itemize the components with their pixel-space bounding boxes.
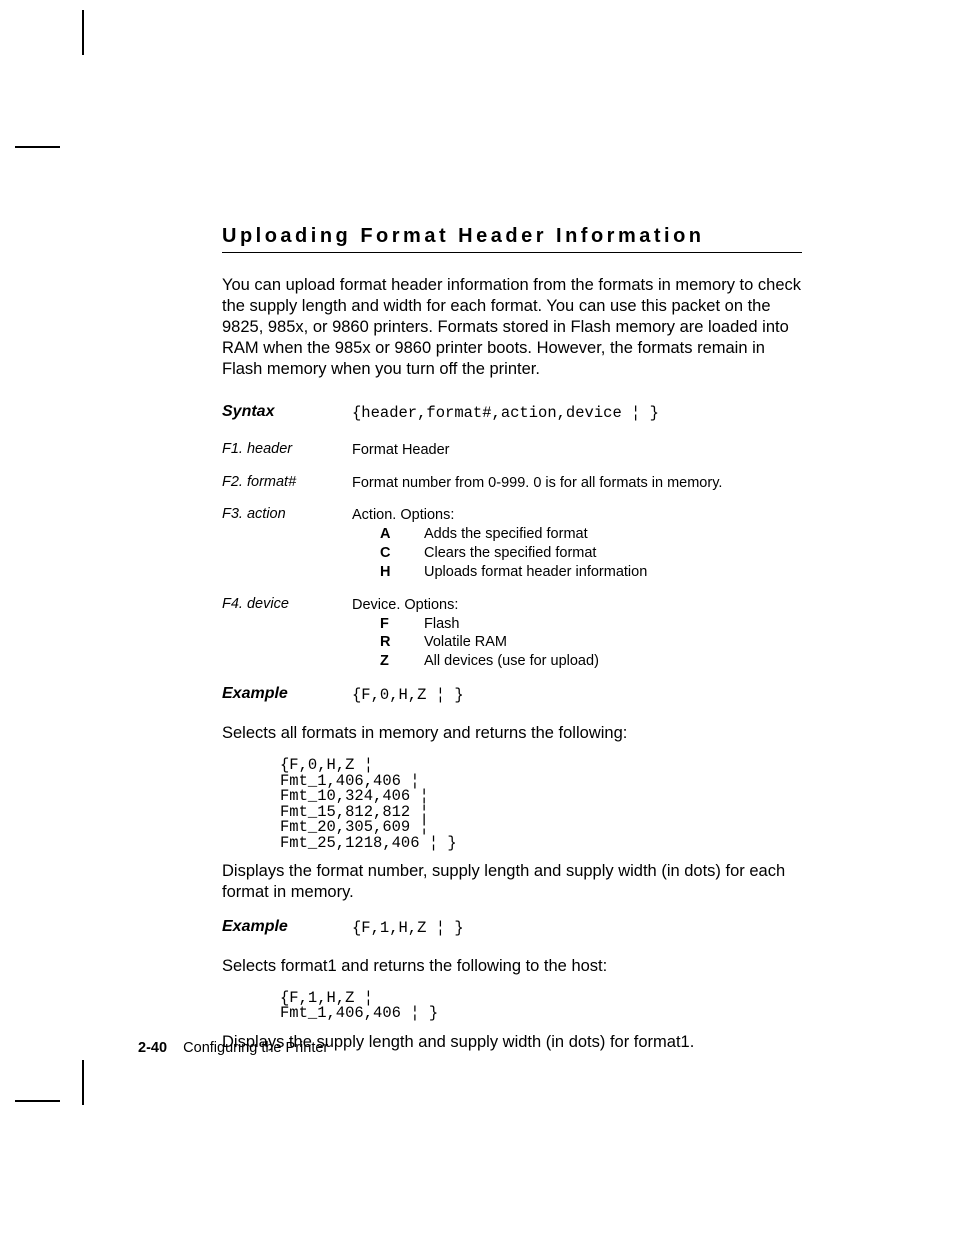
param-f2: F2. format# Format number from 0-999. 0 … — [222, 474, 802, 493]
example1-value: {F,0,H,Z ¦ } — [352, 685, 802, 705]
param-f3-value: Action. Options: A Adds the specified fo… — [352, 506, 802, 581]
example1-row: Example {F,0,H,Z ¦ } — [222, 685, 802, 705]
syntax-label: Syntax — [222, 403, 352, 423]
example2-value: {F,1,H,Z ¦ } — [352, 918, 802, 938]
option-val: Flash — [424, 615, 459, 634]
option-line: R Volatile RAM — [380, 633, 802, 652]
option-val: Uploads format header information — [424, 563, 647, 582]
option-key: H — [380, 563, 424, 582]
example2-row: Example {F,1,H,Z ¦ } — [222, 918, 802, 938]
param-f1-label: F1. header — [222, 441, 352, 460]
option-key: C — [380, 544, 424, 563]
option-key: F — [380, 615, 424, 634]
option-key: Z — [380, 652, 424, 671]
crop-mark — [15, 1100, 60, 1102]
crop-mark — [82, 10, 84, 55]
option-line: F Flash — [380, 615, 802, 634]
para3: Selects format1 and returns the followin… — [222, 956, 802, 977]
page-number: 2-40 — [138, 1040, 167, 1056]
param-f2-label: F2. format# — [222, 474, 352, 493]
example2-label: Example — [222, 918, 352, 938]
footer-section: Configuring the Printer — [183, 1040, 328, 1056]
page-content: Uploading Format Header Information You … — [222, 225, 802, 1067]
crop-mark — [15, 146, 60, 148]
para1: Selects all formats in memory and return… — [222, 723, 802, 744]
option-line: A Adds the specified format — [380, 525, 802, 544]
option-key: R — [380, 633, 424, 652]
section-title: Uploading Format Header Information — [222, 225, 802, 253]
param-f3-label: F3. action — [222, 506, 352, 581]
param-f1: F1. header Format Header — [222, 441, 802, 460]
param-f4: F4. device Device. Options: F Flash R Vo… — [222, 596, 802, 671]
param-f2-desc: Format number from 0-999. 0 is for all f… — [352, 474, 802, 493]
syntax-row: Syntax {header,format#,action,device ¦ } — [222, 403, 802, 423]
code-block-2: {F,1,H,Z ¦ Fmt_1,406,406 ¦ } — [280, 991, 802, 1022]
param-f4-options-label: Device. Options: — [352, 596, 802, 615]
page-footer: 2-40 Configuring the Printer — [138, 1040, 328, 1056]
option-val: Clears the specified format — [424, 544, 596, 563]
intro-paragraph: You can upload format header information… — [222, 275, 802, 381]
option-line: Z All devices (use for upload) — [380, 652, 802, 671]
option-key: A — [380, 525, 424, 544]
param-f4-label: F4. device — [222, 596, 352, 671]
option-val: Adds the specified format — [424, 525, 588, 544]
example1-label: Example — [222, 685, 352, 705]
syntax-value: {header,format#,action,device ¦ } — [352, 403, 802, 423]
para2: Displays the format number, supply lengt… — [222, 861, 802, 903]
footer-spacer — [171, 1040, 179, 1056]
crop-mark — [82, 1060, 84, 1105]
param-f3: F3. action Action. Options: A Adds the s… — [222, 506, 802, 581]
option-line: H Uploads format header information — [380, 563, 802, 582]
param-f3-options-label: Action. Options: — [352, 506, 802, 525]
param-f1-desc: Format Header — [352, 441, 802, 460]
option-val: All devices (use for upload) — [424, 652, 599, 671]
param-f4-value: Device. Options: F Flash R Volatile RAM … — [352, 596, 802, 671]
option-val: Volatile RAM — [424, 633, 507, 652]
code-block-1: {F,0,H,Z ¦ Fmt_1,406,406 ¦ Fmt_10,324,40… — [280, 758, 802, 851]
option-line: C Clears the specified format — [380, 544, 802, 563]
